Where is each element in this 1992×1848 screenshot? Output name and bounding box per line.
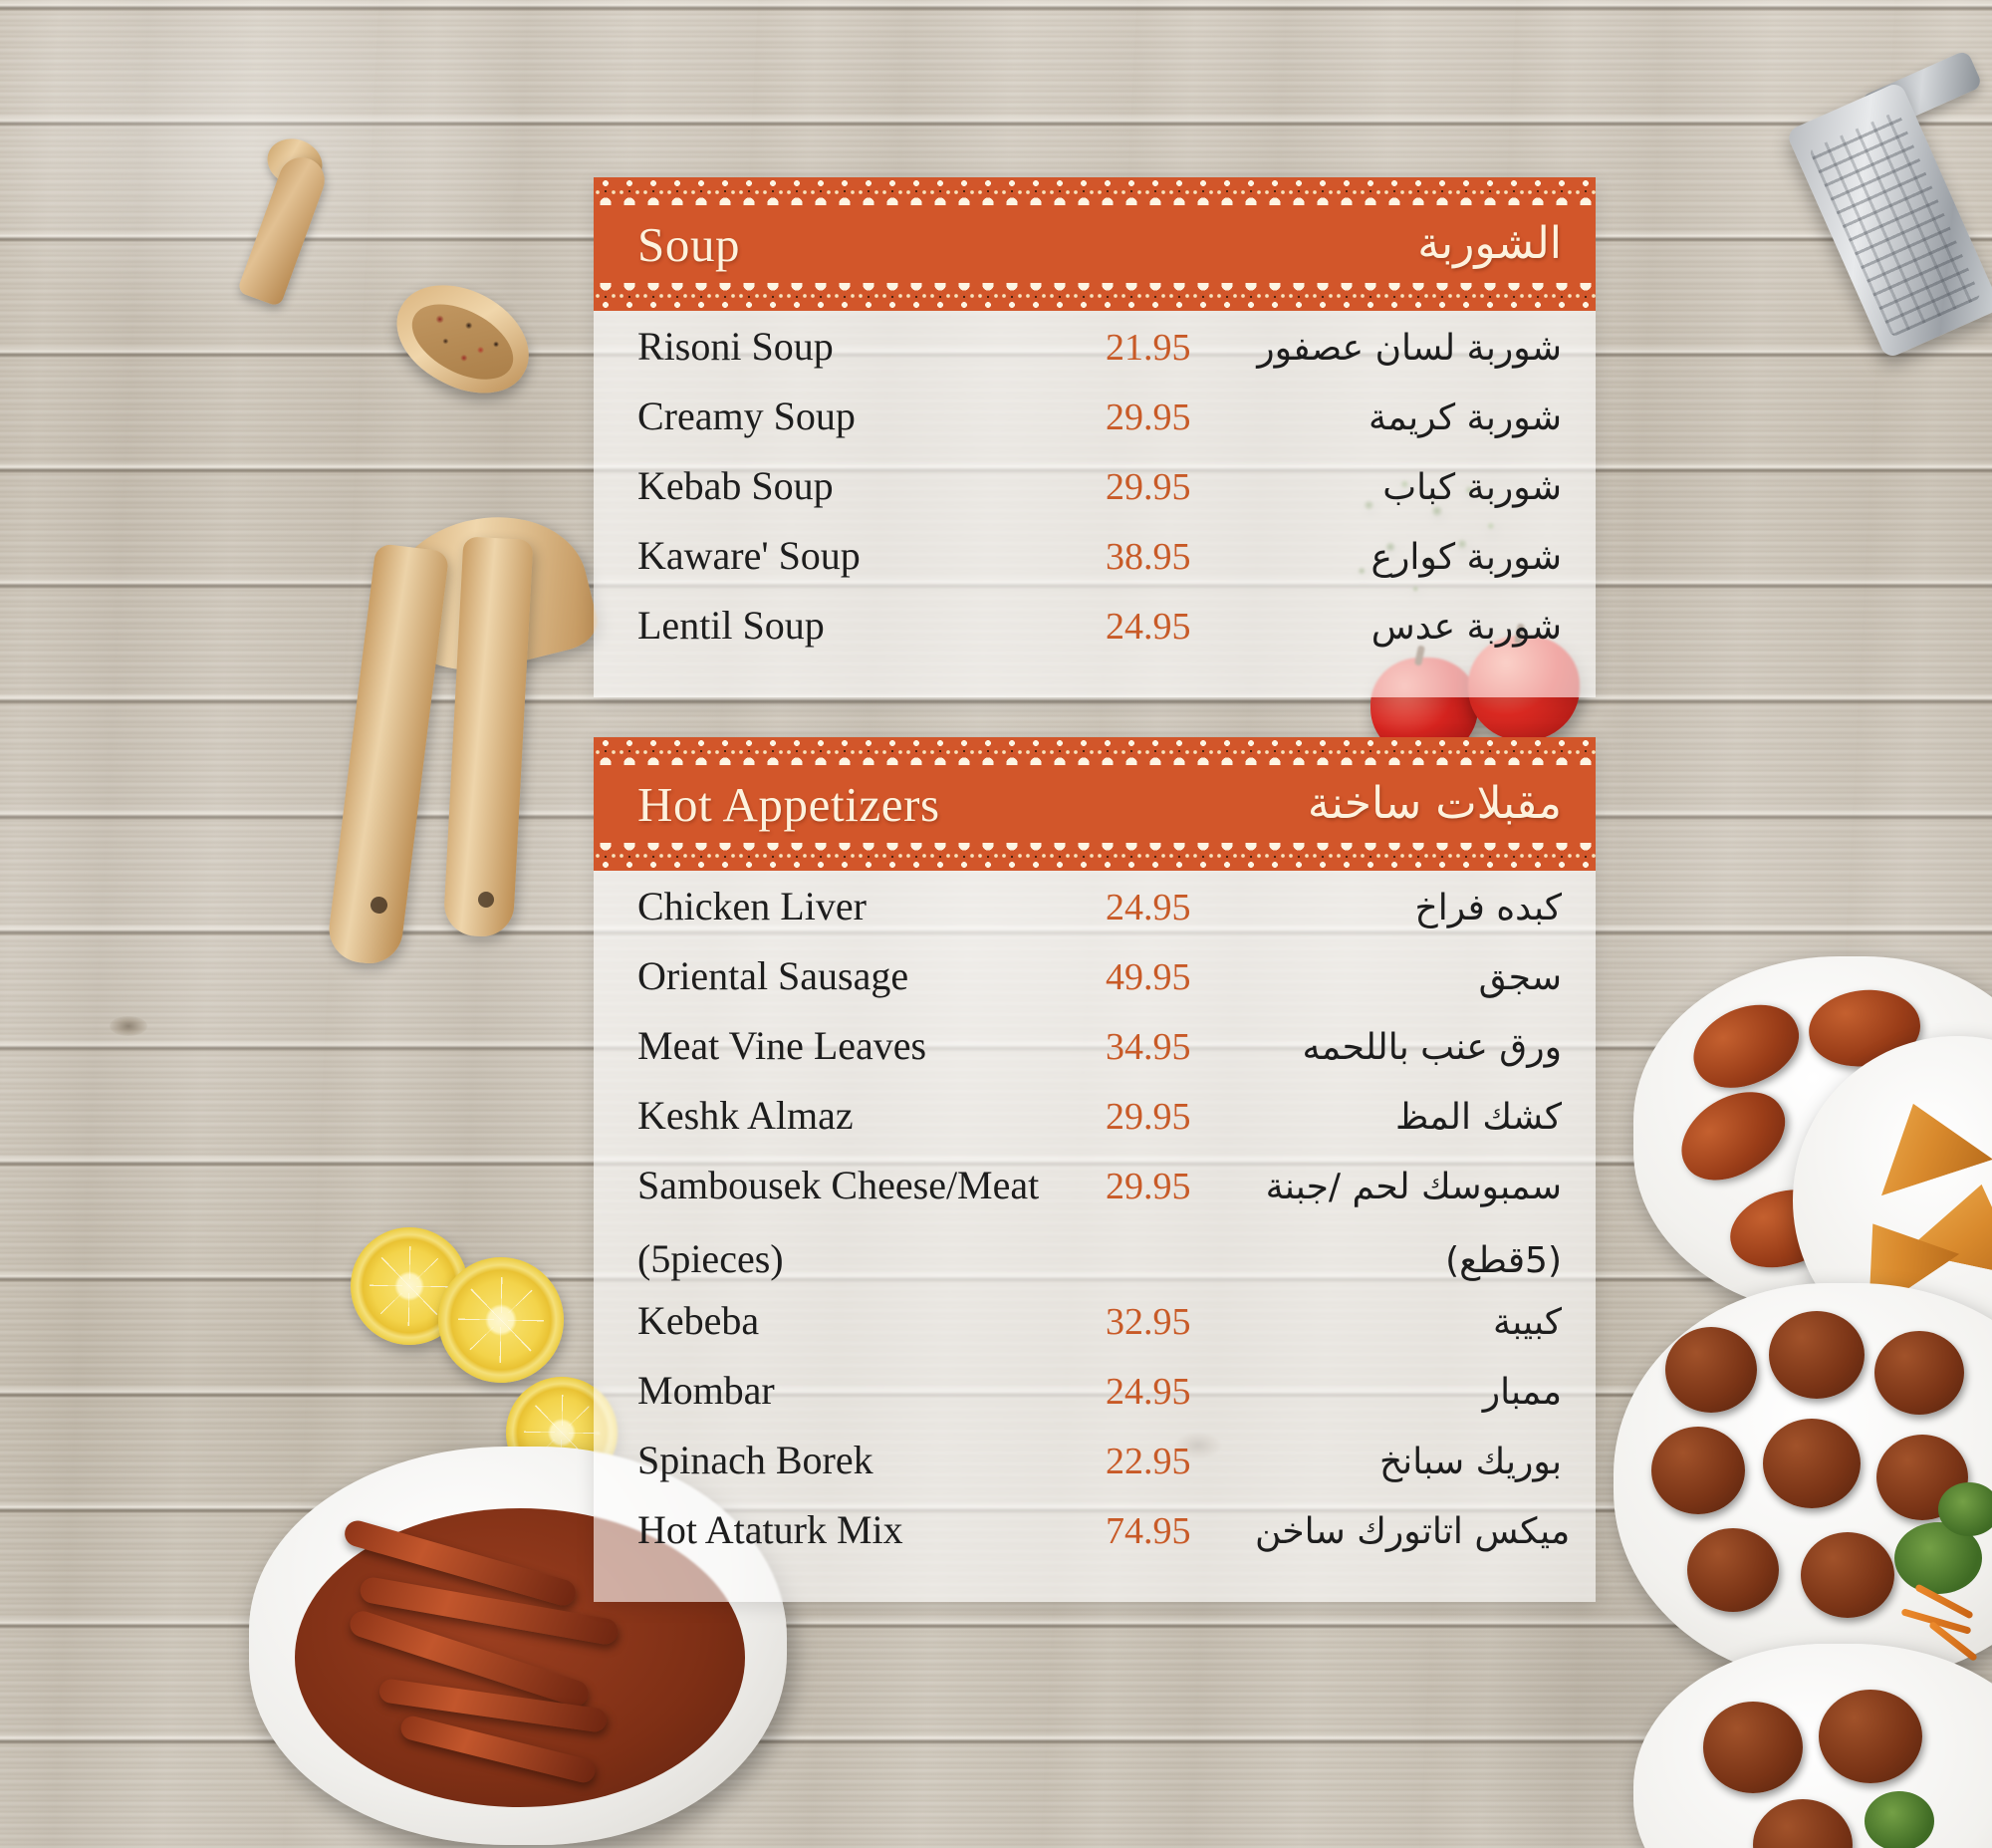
item-price: 29.95 [1106,1096,1191,1138]
item-price: 29.95 [1106,396,1191,438]
menu-section-soup: Soup الشوربة Risoni Soup 21.95 شوربة لسا… [594,177,1596,697]
item-name-ar: ممبار [1482,1372,1562,1413]
item-name-ar: (5قطع) [1445,1240,1562,1281]
item-price: 49.95 [1106,956,1191,998]
section-title-ar: الشوربة [1417,218,1562,269]
lace-border-bottom [594,843,1596,871]
item-price: 29.95 [1106,466,1191,508]
section-title-en: Soup [637,216,741,272]
menu-item-row[interactable]: Lentil Soup 24.95 شوربة عدس [637,602,1562,671]
item-price: 24.95 [1106,1371,1191,1413]
menu-item-row[interactable]: Spinach Borek 22.95 بوريك سبانخ [637,1437,1562,1506]
item-name-ar: بوريك سبانخ [1378,1442,1562,1482]
item-name-ar: شوربة لسان عصفور [1257,328,1562,369]
item-name-en: Keshk Almaz [637,1093,854,1138]
item-price: 74.95 [1106,1510,1191,1552]
menu-item-row[interactable]: Creamy Soup 29.95 شوربة كريمة [637,393,1562,462]
item-price: 22.95 [1106,1441,1191,1482]
item-name-en: Oriental Sausage [637,953,909,998]
item-name-en: Kebeba [637,1298,760,1343]
menu-section-hot-appetizers: Hot Appetizers مقبلات ساخنة Chicken Live… [594,737,1596,1602]
lace-border-top [594,177,1596,205]
item-name-ar: ورق عنب باللحمه [1302,1027,1562,1068]
menu-item-row[interactable]: Kaware' Soup 38.95 شوربة كوارع [637,532,1562,602]
item-price: 21.95 [1106,327,1191,369]
section-header-hot-appetizers: Hot Appetizers مقبلات ساخنة [594,765,1596,843]
lace-border-bottom [594,283,1596,311]
item-name-en: Kebab Soup [637,463,834,508]
item-name-ar: ميكس اتاتورك ساخن [1255,1511,1571,1552]
item-name-ar: شوربة كريمة [1368,397,1562,438]
item-name-en: Kaware' Soup [637,533,861,578]
item-name-ar: كشك المظ [1395,1097,1562,1138]
item-name-en: Lentil Soup [637,603,825,648]
item-name-en: Sambousek Cheese/Meat [637,1163,1040,1207]
item-name-en: Meat Vine Leaves [637,1023,927,1068]
menu-item-row[interactable]: Kebab Soup 29.95 شوربة كباب [637,462,1562,532]
menu-item-row-continuation: (5pieces) (5قطع) [637,1235,1562,1297]
item-name-ar: سجق [1478,957,1562,998]
menu-item-row[interactable]: Oriental Sausage 49.95 سجق [637,952,1562,1022]
item-name-ar: شوربة عدس [1370,607,1562,648]
item-name-en: Chicken Liver [637,884,867,928]
menu-items-hot-appetizers: Chicken Liver 24.95 كبده فراخ Oriental S… [594,871,1596,1602]
menu-item-row[interactable]: Risoni Soup 21.95 شوربة لسان عصفور [637,323,1562,393]
lace-border-top [594,737,1596,765]
menu-items-soup: Risoni Soup 21.95 شوربة لسان عصفور Cream… [594,311,1596,697]
item-price: 38.95 [1106,536,1191,578]
item-name-en: Risoni Soup [637,324,834,369]
menu-item-row[interactable]: Kebeba 32.95 كبيبة [637,1297,1562,1367]
section-title-ar: مقبلات ساخنة [1307,778,1562,829]
menu-item-row[interactable]: Mombar 24.95 ممبار [637,1367,1562,1437]
item-name-ar: كبيبة [1492,1302,1562,1343]
menu-item-row[interactable]: Sambousek Cheese/Meat 29.95 سمبوسك لحم /… [637,1162,1562,1235]
item-name-en: Spinach Borek [637,1438,873,1482]
item-name-ar: شوربة كوارع [1370,537,1562,578]
section-title-en: Hot Appetizers [637,776,940,832]
item-name-en: (5pieces) [637,1236,784,1281]
item-price: 32.95 [1106,1301,1191,1343]
section-header-soup: Soup الشوربة [594,205,1596,283]
item-name-en: Creamy Soup [637,394,856,438]
menu-item-row[interactable]: Meat Vine Leaves 34.95 ورق عنب باللحمه [637,1022,1562,1092]
item-name-en: Mombar [637,1368,775,1413]
item-price: 34.95 [1106,1026,1191,1068]
item-price: 24.95 [1106,887,1191,928]
item-name-ar: شوربة كباب [1382,467,1562,508]
menu-item-row[interactable]: Keshk Almaz 29.95 كشك المظ [637,1092,1562,1162]
item-price: 29.95 [1106,1166,1191,1207]
item-name-en: Hot Ataturk Mix [637,1507,903,1552]
item-price: 24.95 [1106,606,1191,648]
menu-item-row[interactable]: Chicken Liver 24.95 كبده فراخ [637,883,1562,952]
item-name-ar: سمبوسك لحم /جبنة [1265,1167,1562,1207]
item-name-ar: كبده فراخ [1414,888,1562,928]
menu-item-row[interactable]: Hot Ataturk Mix 74.95 ميكس اتاتورك ساخن [637,1506,1570,1576]
